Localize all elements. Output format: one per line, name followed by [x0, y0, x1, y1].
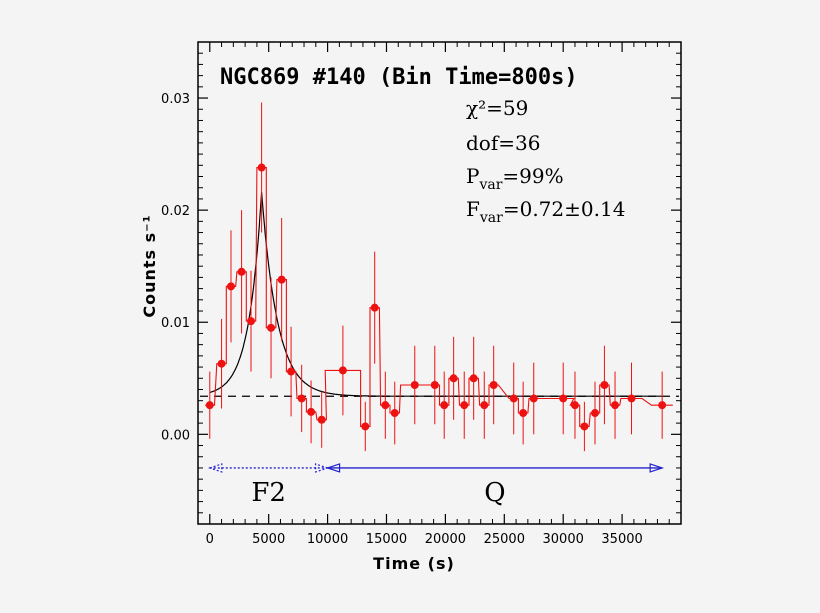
x-axis-label: Time (s) — [373, 554, 455, 573]
region-arrowhead-right — [649, 463, 665, 473]
stat-fvar-label: F — [466, 197, 480, 221]
stat-fvar: Fvar=0.72±0.14 — [466, 197, 625, 226]
data-point — [297, 394, 306, 403]
data-point — [381, 401, 390, 410]
stat-fvar-sub: var — [479, 210, 503, 226]
region-label-f2: F2 — [251, 478, 286, 508]
data-point — [247, 317, 256, 326]
region-label-q: Q — [484, 478, 505, 508]
region-arrowhead-left — [207, 463, 223, 473]
region-arrowhead-right — [314, 463, 330, 473]
data-point — [627, 394, 636, 403]
x-tick-label: 5000 — [252, 532, 285, 547]
data-point — [267, 323, 276, 332]
data-point — [460, 401, 469, 410]
stat-pvar-sub: var — [478, 177, 502, 193]
stat-pvar-label: P — [466, 164, 479, 188]
data-point — [317, 415, 326, 424]
data-point — [469, 374, 478, 383]
x-tick-label: 0 — [206, 532, 214, 547]
data-point — [591, 409, 600, 418]
data-point — [287, 367, 296, 376]
data-point — [277, 275, 286, 284]
y-tick-label: 0.03 — [161, 92, 190, 107]
data-point — [361, 422, 370, 431]
y-axis-label: Counts s⁻¹ — [140, 214, 159, 317]
data-point — [257, 163, 266, 172]
x-tick-label: 30000 — [543, 532, 584, 547]
data-point — [489, 381, 498, 390]
y-axis-ticks: 0.00 0.01 0.02 0.03 — [161, 52, 681, 514]
stat-dof: dof=36 — [466, 131, 540, 155]
x-tick-label: 25000 — [484, 532, 525, 547]
data-point — [410, 381, 419, 390]
data-point — [580, 422, 589, 431]
data-point — [430, 381, 439, 390]
data-point — [570, 401, 579, 410]
data-point — [658, 401, 667, 410]
stat-fvar-value: =0.72±0.14 — [503, 197, 626, 221]
data-point — [480, 401, 489, 410]
data-series — [205, 102, 673, 452]
plot-frame — [197, 41, 682, 525]
data-point — [611, 401, 620, 410]
y-tick-label: 0.02 — [161, 204, 190, 219]
stat-pvar-value: =99% — [502, 164, 563, 188]
x-tick-label: 20000 — [425, 532, 466, 547]
x-tick-label: 35000 — [601, 532, 642, 547]
data-point — [217, 359, 226, 368]
data-point — [519, 409, 528, 418]
regions: F2 Q — [207, 463, 665, 508]
y-tick-label: 0.01 — [161, 316, 190, 331]
data-point — [559, 394, 568, 403]
data-point — [529, 394, 538, 403]
x-axis-ticks: 0 5000 10000 15000 20000 25000 30000 35000 — [206, 42, 670, 547]
data-point — [449, 374, 458, 383]
x-tick-label: 15000 — [366, 532, 407, 547]
data-point — [237, 267, 246, 276]
rate-step-line — [205, 166, 673, 428]
flare-model-curve — [209, 192, 663, 397]
data-point — [370, 303, 379, 312]
data-point — [440, 401, 449, 410]
data-point — [509, 394, 518, 403]
y-tick-label: 0.00 — [161, 428, 190, 443]
data-point — [338, 366, 347, 375]
data-point — [390, 409, 399, 418]
x-tick-label: 10000 — [307, 532, 348, 547]
region-arrowhead-left — [325, 463, 341, 473]
data-point — [205, 401, 214, 410]
data-point — [600, 381, 609, 390]
stat-chi2: χ²=59 — [466, 96, 528, 120]
data-point — [307, 407, 316, 416]
stat-pvar: Pvar=99% — [466, 164, 564, 193]
chart-title: NGC869 #140 (Bin Time=800s) — [220, 65, 578, 90]
data-point — [226, 282, 235, 291]
